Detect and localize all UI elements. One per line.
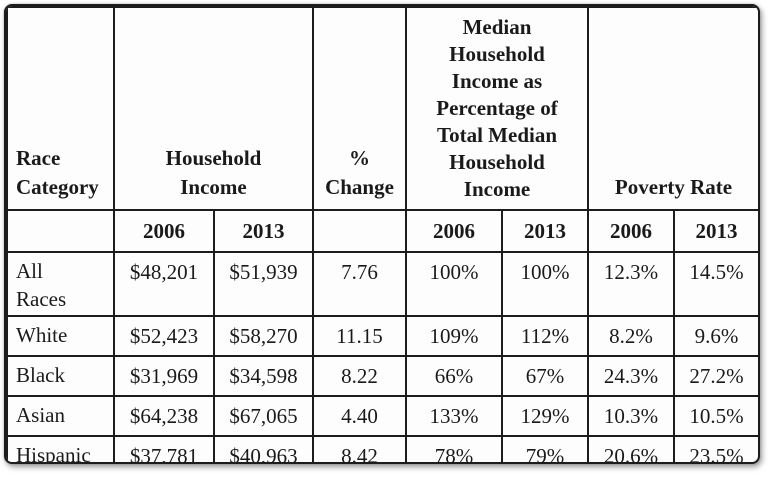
table-row-hispanic: Hispanic $37,781 $40,963 8.42 78% 79% 20… <box>6 435 758 462</box>
value-cell: 67% <box>501 355 590 397</box>
value-cell: 10.5% <box>673 395 758 437</box>
median-share-header: Median Household Income as Percentage of… <box>405 6 590 211</box>
pct-change-header: % Change <box>312 6 408 211</box>
value-cell: $51,939 <box>212 251 315 317</box>
table-row-all-races: All Races $48,201 $51,939 7.76 100% 100%… <box>6 251 758 317</box>
race-category-header: Race Category <box>6 6 115 211</box>
subheader-empty-race <box>6 209 115 253</box>
value-cell: $64,238 <box>113 395 215 437</box>
race-label: All Races <box>6 251 115 317</box>
hh-year-2013-subheader: 2013 <box>212 209 315 253</box>
value-cell: 20.6% <box>587 435 676 462</box>
value-cell: 78% <box>405 435 504 462</box>
table-header-row: Race Category Household Income % Change … <box>6 6 758 211</box>
value-cell: $48,201 <box>113 251 215 317</box>
value-cell: 27.2% <box>673 355 758 397</box>
value-cell: $40,963 <box>212 435 315 462</box>
value-cell: 7.76 <box>312 251 408 317</box>
value-cell: 129% <box>501 395 590 437</box>
value-cell: 100% <box>501 251 590 317</box>
value-cell: $37,781 <box>113 435 215 462</box>
value-cell: $31,969 <box>113 355 215 397</box>
value-cell: $67,065 <box>212 395 315 437</box>
table-row-black: Black $31,969 $34,598 8.22 66% 67% 24.3%… <box>6 355 758 397</box>
value-cell: 4.40 <box>312 395 408 437</box>
income-poverty-table: Race Category Household Income % Change … <box>6 6 758 462</box>
med-year-2013-subheader: 2013 <box>501 209 590 253</box>
value-cell: 24.3% <box>587 355 676 397</box>
med-year-2006-subheader: 2006 <box>405 209 504 253</box>
value-cell: 14.5% <box>673 251 758 317</box>
race-label: Black <box>6 355 115 397</box>
value-cell: $58,270 <box>212 315 315 357</box>
value-cell: 109% <box>405 315 504 357</box>
race-label: Asian <box>6 395 115 437</box>
pov-year-2013-subheader: 2013 <box>673 209 758 253</box>
value-cell: 9.6% <box>673 315 758 357</box>
subheader-empty-change <box>312 209 408 253</box>
value-cell: 23.5% <box>673 435 758 462</box>
poverty-rate-header: Poverty Rate <box>587 6 758 211</box>
hh-year-2006-subheader: 2006 <box>113 209 215 253</box>
value-cell: 8.22 <box>312 355 408 397</box>
value-cell: $52,423 <box>113 315 215 357</box>
value-cell: 66% <box>405 355 504 397</box>
value-cell: 133% <box>405 395 504 437</box>
race-label: Hispanic <box>6 435 115 462</box>
value-cell: 100% <box>405 251 504 317</box>
value-cell: $34,598 <box>212 355 315 397</box>
table-subheader-row: 2006 2013 2006 2013 2006 2013 <box>6 209 758 253</box>
value-cell: 10.3% <box>587 395 676 437</box>
value-cell: 79% <box>501 435 590 462</box>
value-cell: 112% <box>501 315 590 357</box>
value-cell: 8.2% <box>587 315 676 357</box>
pov-year-2006-subheader: 2006 <box>587 209 676 253</box>
value-cell: 8.42 <box>312 435 408 462</box>
table-row-white: White $52,423 $58,270 11.15 109% 112% 8.… <box>6 315 758 357</box>
value-cell: 11.15 <box>312 315 408 357</box>
income-poverty-table-frame: Race Category Household Income % Change … <box>4 4 760 464</box>
race-label: White <box>6 315 115 357</box>
table-row-asian: Asian $64,238 $67,065 4.40 133% 129% 10.… <box>6 395 758 437</box>
value-cell: 12.3% <box>587 251 676 317</box>
household-income-header: Household Income <box>112 6 315 211</box>
